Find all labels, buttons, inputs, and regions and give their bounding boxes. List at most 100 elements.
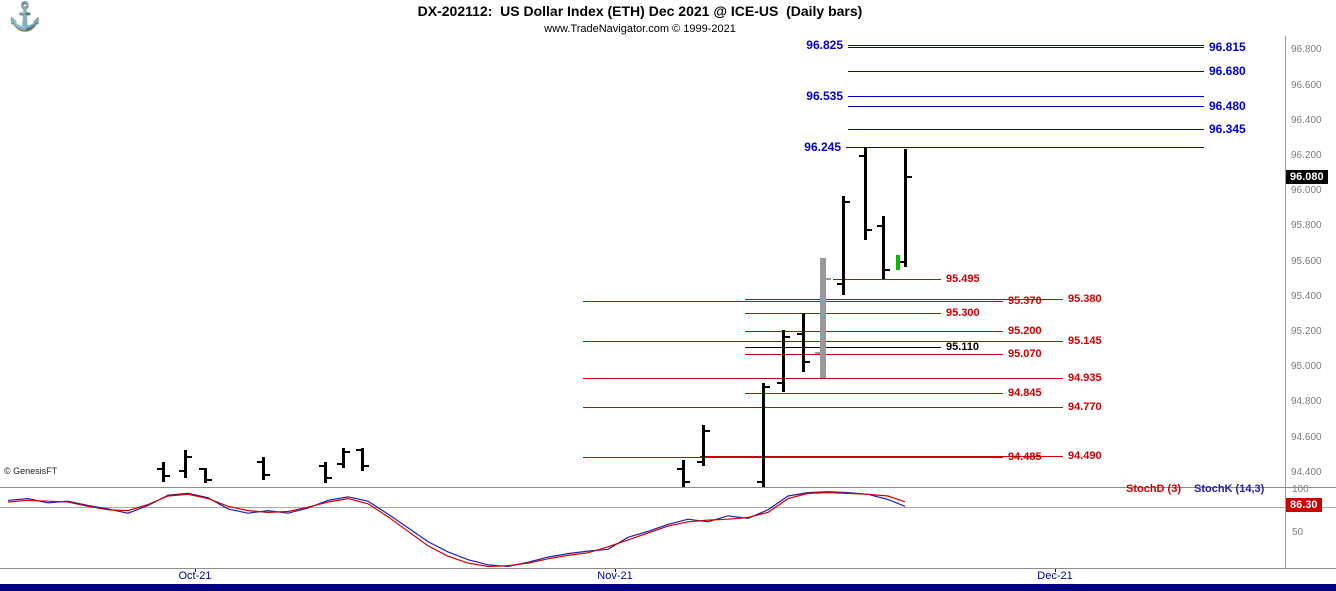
genesisft-logo-icon: ⚓ [8, 1, 42, 31]
price-level-label-96.480: 96.480 [1209, 98, 1246, 113]
date-axis-tick [195, 568, 196, 572]
price-level-label-96.245: 96.245 [804, 140, 841, 155]
price-level-line-96.480[interactable] [848, 105, 1204, 107]
price-bar[interactable] [841, 196, 845, 296]
close-tick [784, 336, 790, 339]
price-bar[interactable] [701, 425, 705, 466]
price-level-label-94.485: 94.485 [1008, 450, 1042, 463]
price-level-line-96.680[interactable] [848, 70, 1204, 72]
open-tick [756, 480, 762, 483]
selected-price-bar[interactable] [820, 258, 826, 378]
open-tick [318, 464, 324, 467]
close-tick [764, 385, 770, 388]
close-tick [704, 429, 710, 432]
close-tick [804, 360, 810, 363]
price-level-label-95.495: 95.495 [946, 273, 980, 286]
price-bar[interactable] [781, 330, 785, 392]
price-level-line-95.110[interactable] [745, 346, 941, 348]
price-axis-tick-label: 95.600 [1291, 255, 1322, 267]
price-level-line-95.200[interactable] [745, 331, 1003, 332]
price-axis-tick-label: 96.600 [1291, 79, 1322, 91]
price-level-line-96.535[interactable] [848, 96, 1204, 98]
open-tick [676, 468, 682, 471]
close-tick [186, 455, 192, 458]
price-bar[interactable] [761, 383, 765, 487]
price-bar[interactable] [903, 148, 907, 267]
price-level-label-96.825: 96.825 [806, 38, 843, 52]
stoch-k-legend-label[interactable]: StochK (14,3) [1194, 483, 1265, 495]
price-axis-tick-label: 95.200 [1291, 326, 1322, 337]
stoch-panel-bottom-border [0, 568, 1336, 569]
open-tick [355, 448, 361, 451]
open-tick [876, 225, 882, 228]
price-axis-tick-label: 95.000 [1291, 361, 1322, 373]
price-bar[interactable] [323, 462, 327, 484]
price-level-line-95.495[interactable] [833, 279, 941, 281]
price-level-line-94.845[interactable] [745, 393, 1003, 395]
chart-title: DX-202112: US Dollar Index (ETH) Dec 202… [417, 3, 863, 19]
price-level-label-94.845: 94.845 [1008, 387, 1042, 400]
price-level-line-96.825[interactable] [848, 45, 1204, 46]
price-level-label-96.535: 96.535 [806, 89, 843, 104]
price-axis-tick-label: 96.000 [1291, 185, 1322, 197]
window-bottom-frame [0, 584, 1336, 591]
date-axis-tick [615, 568, 616, 572]
close-tick [206, 478, 212, 481]
price-level-line-95.370[interactable] [583, 301, 1003, 303]
price-bar[interactable] [863, 147, 867, 241]
price-level-label-95.070: 95.070 [1008, 347, 1042, 360]
open-tick [815, 352, 820, 355]
price-level-line-95.300[interactable] [745, 313, 941, 315]
price-bar[interactable] [801, 312, 805, 373]
price-level-line-94.935[interactable] [583, 377, 1063, 379]
stoch-axis-tick-label: 50 [1292, 527, 1304, 538]
price-bar[interactable] [161, 462, 165, 482]
price-bar[interactable] [261, 456, 265, 480]
price-level-line-96.245[interactable] [846, 147, 1204, 149]
close-tick [344, 450, 350, 453]
open-tick [198, 468, 204, 471]
price-axis-tick-label: 95.800 [1291, 220, 1322, 232]
price-level-line-95.380[interactable] [745, 299, 1063, 301]
price-axis-tick-label: 94.600 [1291, 431, 1322, 443]
price-level-label-96.345: 96.345 [1209, 122, 1246, 137]
price-level-line-96.345[interactable] [848, 129, 1204, 131]
price-axis-tick-label: 96.400 [1291, 114, 1322, 126]
close-tick [844, 200, 850, 203]
price-level-line-94.770[interactable] [583, 406, 1063, 408]
price-level-label-95.110: 95.110 [946, 340, 980, 353]
close-tick [264, 473, 270, 476]
date-axis-tick [1055, 568, 1056, 572]
price-bar[interactable] [203, 467, 207, 484]
price-level-line-94.490[interactable] [700, 455, 1063, 457]
price-level-label-96.815: 96.815 [1209, 39, 1246, 54]
right-axis-separator [1285, 36, 1286, 568]
price-bar[interactable] [360, 448, 364, 472]
stoch-reference-line-80 [0, 507, 1336, 508]
price-level-label-94.770: 94.770 [1068, 400, 1102, 413]
stoch-last-value-badge: 86.30 [1286, 498, 1322, 512]
price-bar[interactable] [881, 215, 885, 280]
chart-subtitle: www.TradeNavigator.com © 1999-2021 [544, 23, 736, 35]
price-bar[interactable] [183, 449, 187, 479]
price-level-line-94.485[interactable] [583, 456, 1003, 458]
price-axis-tick-label: 96.800 [1291, 44, 1322, 56]
open-tick [156, 468, 162, 471]
close-tick [906, 176, 912, 179]
price-level-label-95.370: 95.370 [1008, 295, 1042, 308]
price-level-label-95.300: 95.300 [946, 307, 980, 320]
close-tick [826, 278, 831, 281]
stoch-d-legend-label[interactable]: StochD (3) [1126, 483, 1181, 495]
price-level-label-95.145: 95.145 [1068, 334, 1102, 347]
price-bar[interactable] [341, 448, 345, 468]
open-tick [836, 283, 842, 286]
price-bar[interactable] [681, 460, 685, 487]
open-tick [898, 260, 904, 263]
last-trade-marker [896, 254, 900, 271]
close-tick [884, 269, 890, 272]
price-level-line-96.815[interactable] [848, 46, 1204, 48]
price-level-line-95.070[interactable] [745, 353, 1003, 355]
price-axis-tick-label: 95.400 [1291, 290, 1322, 302]
price-level-label-95.380: 95.380 [1068, 293, 1102, 306]
